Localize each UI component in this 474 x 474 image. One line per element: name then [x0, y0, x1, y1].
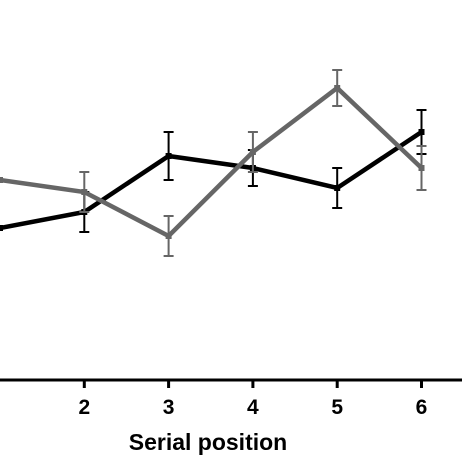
- x-tick-label-4: 4: [247, 396, 259, 419]
- x-tick-label-5: 5: [331, 396, 343, 419]
- series-1: [0, 109, 427, 233]
- series-2-point-3: [165, 233, 172, 239]
- series-2: [0, 69, 427, 257]
- series-2-point-6: [418, 165, 425, 171]
- series-2-point-4: [249, 149, 256, 155]
- x-axis-ticks: 2 3 4 5 6: [78, 380, 427, 419]
- series-1-line: [0, 130, 423, 231]
- series-2-point-2: [81, 189, 88, 195]
- series-1-point-1: [0, 225, 3, 231]
- x-axis-label: Serial position: [129, 429, 287, 455]
- x-tick-label-6: 6: [416, 396, 428, 419]
- x-tick-label-2: 2: [78, 396, 90, 419]
- series-1-point-6: [418, 129, 425, 135]
- series-1-point-3: [165, 153, 172, 159]
- series-layer: [0, 69, 427, 257]
- series-2-point-5: [334, 85, 341, 91]
- series-2-point-1: [0, 177, 3, 183]
- x-tick-label-3: 3: [163, 396, 175, 419]
- series-2-line: [0, 85, 424, 239]
- series-1-point-5: [334, 185, 341, 191]
